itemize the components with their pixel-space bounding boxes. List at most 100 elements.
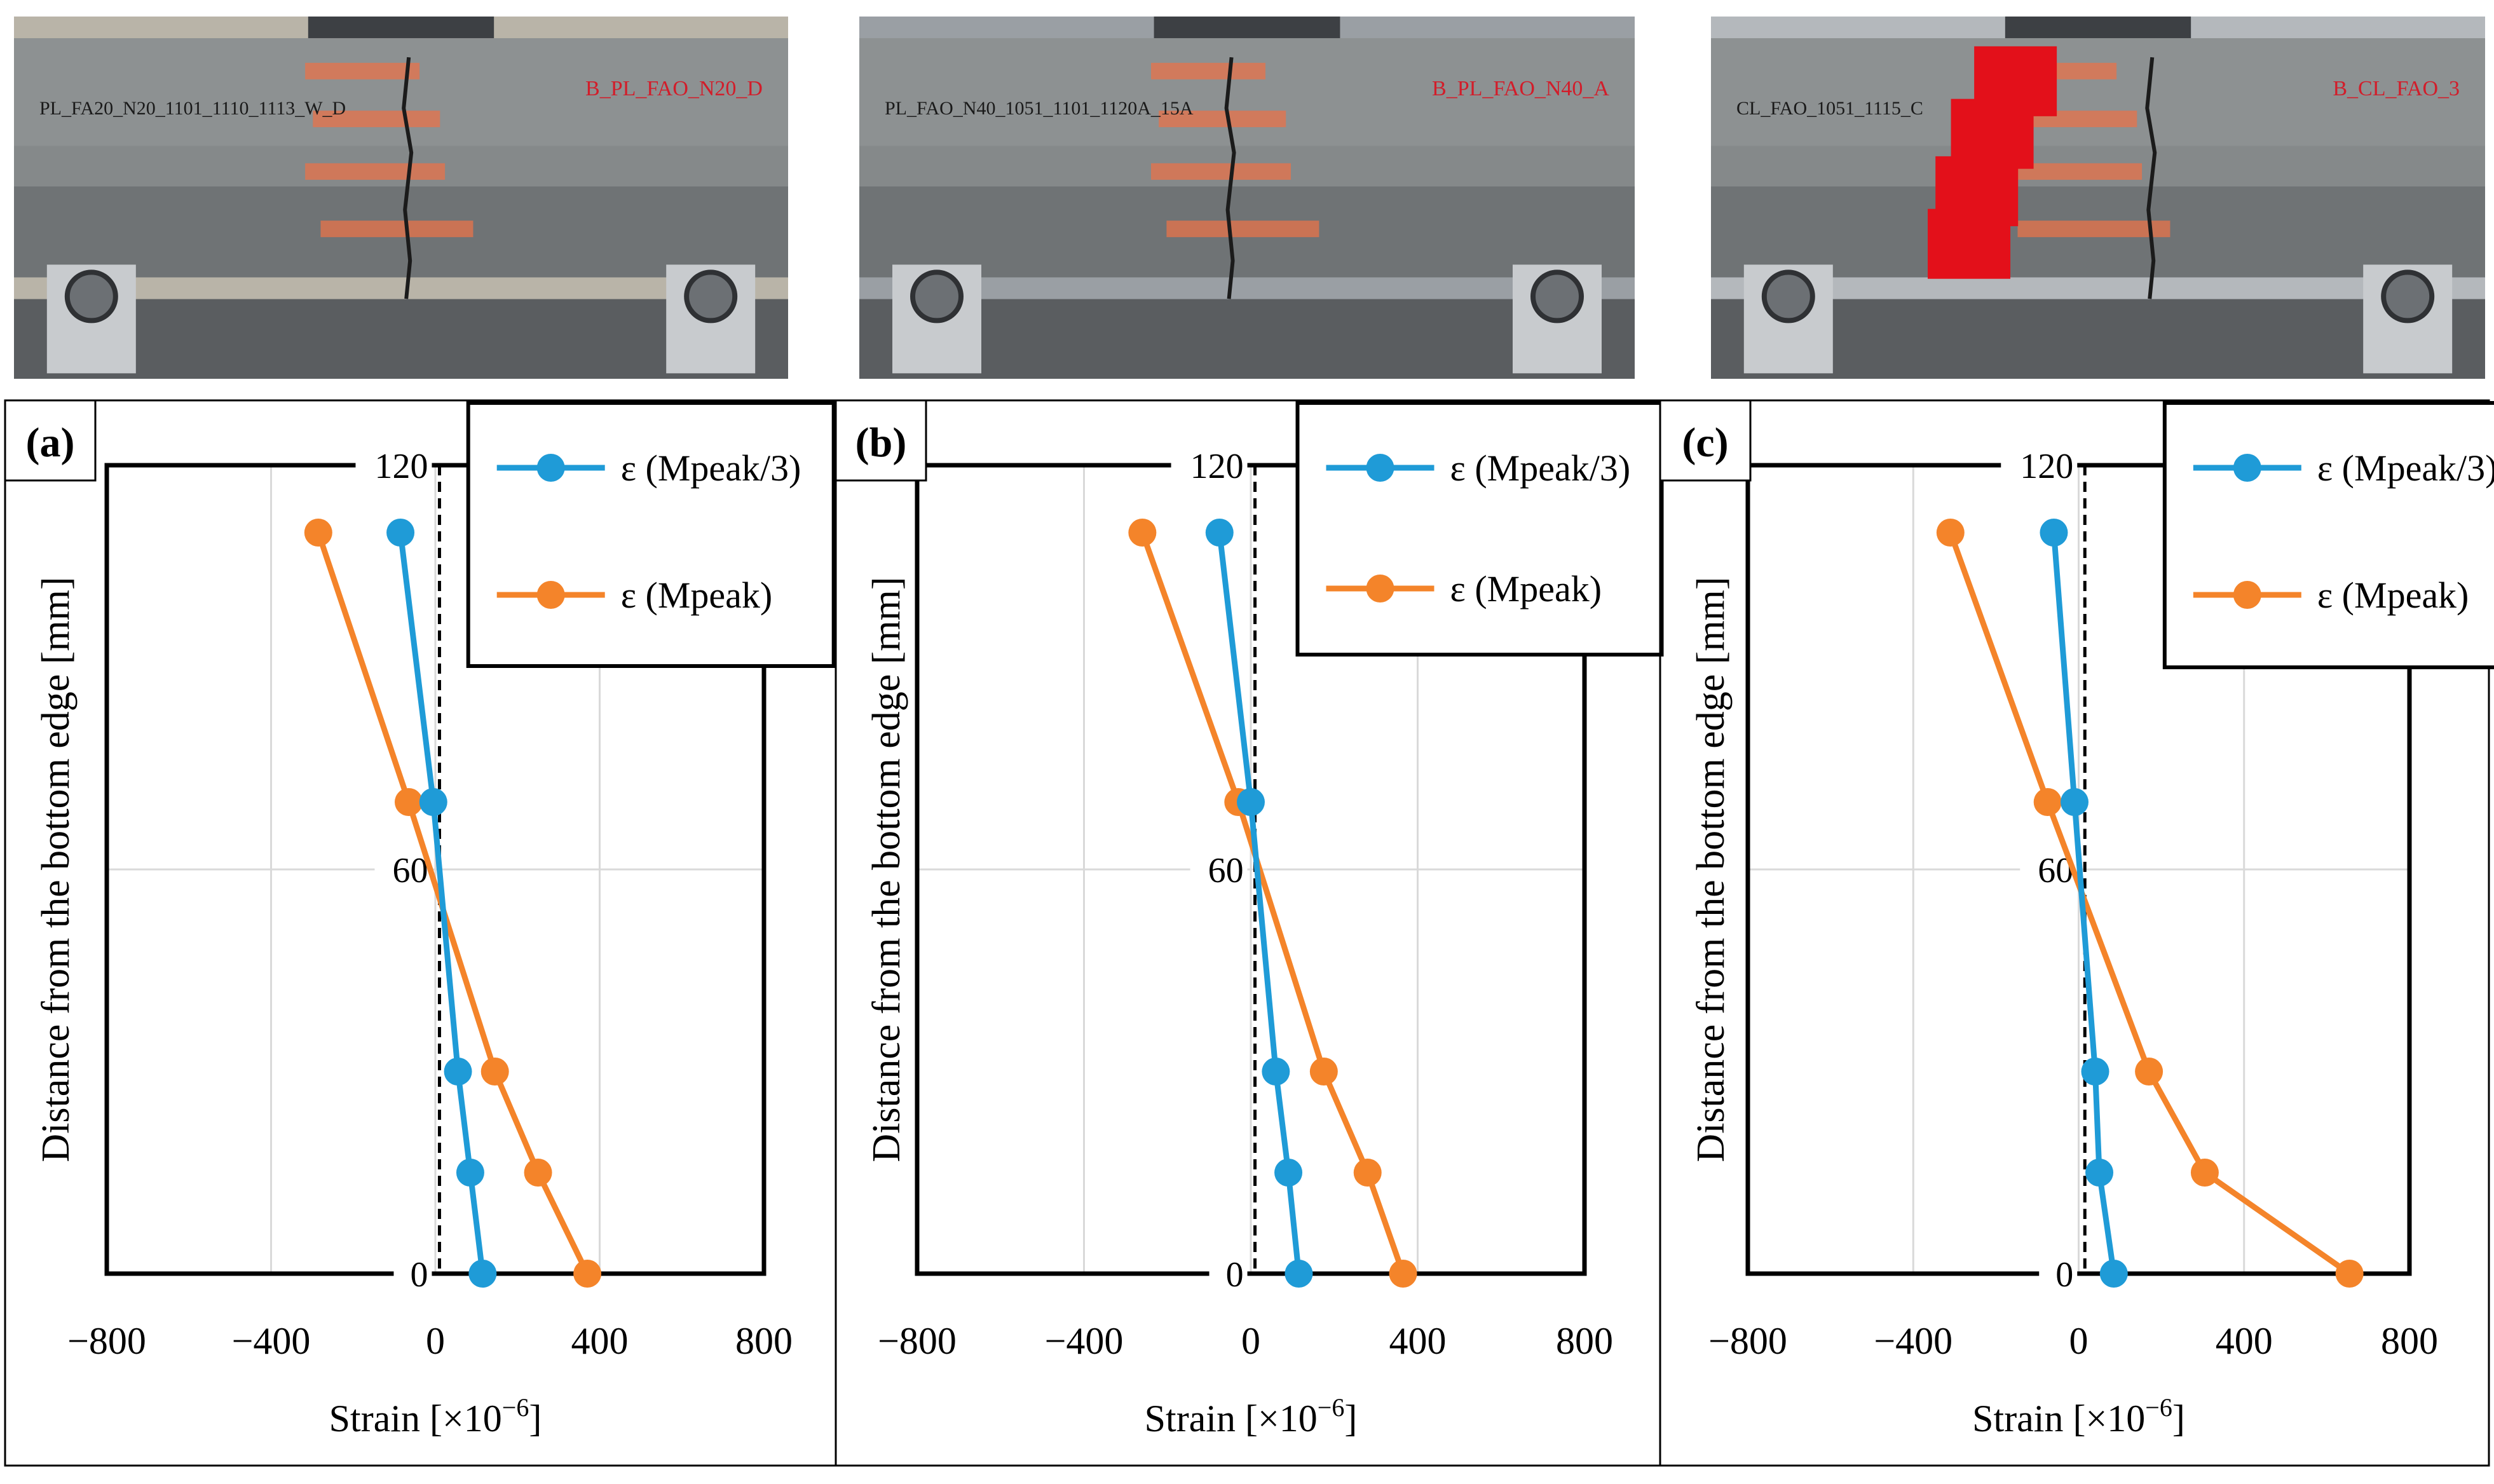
x-axis-label-end: ] (529, 1398, 542, 1440)
y-tick-label: 60 (392, 851, 428, 890)
data-point (1353, 1159, 1382, 1187)
y-tick-label: 0 (2055, 1255, 2073, 1295)
y-axis-label: Distance from the bottom edge [mm] (865, 576, 908, 1162)
x-axis-label-end: ] (1344, 1398, 1357, 1440)
crack-line (2145, 57, 2157, 299)
x-axis-label: Strain [×10−6] (1972, 1393, 2185, 1440)
photo-floor (1711, 299, 2485, 379)
marker-label: B_PL_FAO_N40_A (1432, 77, 1609, 100)
specimen-photo-2: PL_FAO_N40_1051_1101_1120A_15A B_PL_FAO_N… (859, 17, 1635, 379)
y-tick-label: 0 (1226, 1255, 1244, 1295)
data-point (524, 1159, 552, 1187)
strain-gauge-tape (305, 163, 446, 180)
data-point (2081, 1058, 2109, 1086)
data-point (386, 519, 415, 547)
series-1 (1205, 519, 1313, 1288)
y-tick-label: 60 (1208, 851, 1244, 890)
y-axis-label: Distance from the bottom edge [mm] (34, 576, 78, 1162)
data-point (468, 1260, 497, 1288)
marker-label: B_CL_FAO_3 (2333, 77, 2460, 100)
y-tick-label: 120 (374, 447, 428, 486)
panel-label: (a) (4, 399, 97, 482)
legend-entry: ε (Mpeak) (1450, 568, 1602, 609)
y-tick-label-pad (374, 852, 432, 887)
data-point (573, 1260, 602, 1288)
data-point (2335, 1260, 2364, 1288)
panel-label-box (4, 399, 97, 482)
strain-gauge-tape (2017, 221, 2170, 238)
x-tick-label: 800 (735, 1320, 793, 1362)
x-axis-label: Strain [×10−6] (1145, 1393, 1358, 1440)
data-point (394, 788, 423, 816)
photo-strip: PL_FA20_N20_1101_1110_1113_W_D B_PL_FAO_N… (14, 17, 2485, 379)
x-axis-label-main: Strain [×10 (1145, 1398, 1318, 1440)
crack-line (402, 57, 414, 299)
specimen-label: PL_FA20_N20_1101_1110_1113_W_D (39, 98, 346, 119)
legend-entry: ε (Mpeak) (2317, 575, 2469, 616)
legend: ε (Mpeak/3) ε (Mpeak) (466, 401, 836, 668)
x-tick-label: −400 (1874, 1320, 1952, 1362)
photo-rig-top (308, 17, 494, 39)
x-tick-label: −800 (1708, 1320, 1787, 1362)
data-point (2190, 1159, 2219, 1187)
x-axis-label: Strain [×10−6] (329, 1393, 542, 1440)
beam-upper-tone (14, 38, 788, 146)
x-tick-label: −800 (67, 1320, 146, 1362)
data-point (2060, 788, 2089, 816)
legend-entry: ε (Mpeak/3) (621, 447, 801, 489)
support-roller (910, 269, 964, 323)
series-1 (386, 519, 497, 1288)
data-point (2135, 1058, 2164, 1086)
x-tick-label: 400 (571, 1320, 629, 1362)
data-point (2033, 788, 2062, 816)
panel-label: (c) (1659, 399, 1752, 482)
photo-floor (859, 299, 1635, 379)
legend: ε (Mpeak/3) ε (Mpeak) (1295, 401, 1664, 657)
data-point (444, 1058, 472, 1086)
strain-gauge-tape (320, 221, 474, 238)
plot-frame (915, 463, 1587, 1276)
chart-panel-a: 0 60 120 −800 −400 0 400 800 Strain [×10−6] Dista… (4, 399, 837, 1467)
x-axis-label-exponent: −6 (2145, 1393, 2172, 1422)
panel-label-box (1659, 399, 1752, 482)
x-tick-label: −400 (232, 1320, 311, 1362)
y-tick-label: 120 (1190, 447, 1244, 486)
data-point (1389, 1260, 1417, 1288)
y-tick-label-pad (1190, 852, 1248, 887)
y-tick-label-pad (1171, 447, 1248, 483)
beam-upper-tone (859, 38, 1635, 146)
support-roller (2381, 269, 2435, 323)
panel-label-text: (c) (1682, 419, 1728, 466)
support-roller (684, 269, 738, 323)
legend-marker (1366, 575, 1394, 602)
specimen-label: CL_FAO_1051_1115_C (1736, 98, 1923, 119)
series-2 (304, 519, 602, 1288)
x-tick-label: 0 (1241, 1320, 1260, 1362)
strain-gauge-tape (305, 62, 420, 79)
data-point (1128, 519, 1157, 547)
data-point (1237, 788, 1265, 816)
y-tick-label: 0 (410, 1255, 428, 1295)
support-roller (64, 269, 118, 323)
beam-upper-tone (1711, 38, 2485, 146)
x-axis-label-main: Strain [×10 (1972, 1398, 2145, 1440)
legend-marker (2233, 581, 2261, 609)
series-2 (1128, 519, 1417, 1288)
data-point (2085, 1159, 2114, 1187)
data-point (1274, 1159, 1303, 1187)
data-point (2099, 1260, 2128, 1288)
legend-box (466, 401, 836, 668)
strain-gauge-tape (313, 111, 440, 128)
x-axis-label-exponent: −6 (502, 1393, 529, 1422)
photo-rig-top (1154, 17, 1340, 39)
plot-frame (104, 463, 767, 1276)
legend-entry: ε (Mpeak) (621, 575, 773, 616)
legend-marker (536, 581, 565, 609)
specimen-label: PL_FAO_N40_1051_1101_1120A_15A (885, 98, 1194, 119)
x-axis-label-main: Strain [×10 (329, 1398, 502, 1440)
y-tick-label-pad (355, 447, 432, 483)
x-axis-label-end: ] (2172, 1398, 2185, 1440)
x-tick-label: 800 (1556, 1320, 1613, 1362)
